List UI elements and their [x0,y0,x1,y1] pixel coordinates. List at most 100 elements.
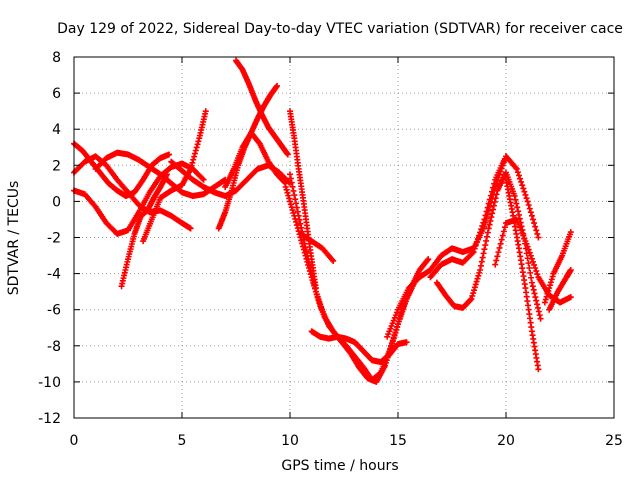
data-point [307,266,314,273]
data-point [513,200,520,207]
data-point [494,253,501,260]
data-point [424,257,431,264]
data-point [484,229,491,236]
data-point [480,219,487,226]
data-point [283,186,290,193]
data-point [293,204,300,211]
data-point [308,270,315,277]
data-point [469,292,476,299]
data-point [549,273,556,280]
x-tick-label: 10 [281,433,299,449]
data-point [484,204,491,211]
y-tick-label: -6 [47,303,61,319]
data-point [403,339,410,346]
data-point [534,271,541,278]
data-point [469,250,476,257]
data-point [530,286,537,293]
data-point [298,224,305,231]
data-point [541,299,548,306]
data-point [293,222,300,229]
data-point [282,183,289,190]
series-track-15 [297,230,337,264]
y-tick-label: -4 [47,267,61,283]
x-tick-label: 0 [70,433,79,449]
data-point [533,297,540,304]
data-point [519,182,526,189]
data-point [476,232,482,239]
data-point [199,175,206,182]
data-point [535,308,542,315]
data-point [471,245,478,252]
data-point [567,266,574,273]
data-point [425,256,432,263]
data-point [285,192,292,199]
y-tick-label: 0 [52,194,61,210]
data-point [528,212,535,219]
axis-ticks [73,56,615,419]
data-point [312,285,319,292]
data-point [500,228,507,235]
data-point [536,312,543,319]
data-point [295,212,302,219]
series-track-9 [233,57,291,158]
data-point [194,141,201,148]
data-point [499,232,506,239]
data-point [542,296,549,303]
series-track-17 [427,153,542,281]
data-point [528,279,535,286]
x-tick-label: 5 [178,433,187,449]
data-point [467,296,474,303]
data-point [477,262,484,269]
data-point [476,269,483,276]
data-point [515,211,522,218]
data-point [301,240,308,247]
data-point [187,165,194,172]
data-point [488,214,495,221]
data-point [488,188,495,195]
data-point [487,192,494,199]
data-point [497,240,504,247]
data-point [287,171,293,178]
data-point [292,196,299,203]
data-point [293,218,300,225]
data-point [297,220,304,227]
data-point [493,191,500,198]
data-point [293,200,300,207]
data-point [471,287,478,294]
data-point [479,222,486,229]
data-point [501,224,508,231]
data-point [305,256,312,263]
data-point [517,175,524,182]
data-point [474,235,481,242]
data-point [311,281,318,288]
data-point [470,290,477,297]
data-point [392,329,399,336]
data-point [294,208,301,215]
data-point [200,176,207,183]
data-point [391,332,398,339]
data-point [485,225,492,232]
data-point [528,274,535,281]
data-point [195,138,202,145]
data-point [524,243,531,250]
data-point [490,206,497,213]
series-track-10 [222,129,289,190]
data-point [481,246,488,253]
data-point [534,230,541,237]
series-track-22 [546,266,574,313]
data-point [515,172,522,179]
data-point [526,265,533,272]
data-point [526,205,533,212]
data-point [395,321,401,328]
data-point [473,239,480,246]
data-point [493,257,500,264]
series-track-8 [215,82,281,232]
data-point [544,290,551,297]
data-point [473,278,480,285]
data-point [490,202,497,209]
data-point [523,195,530,202]
data-point [531,290,538,297]
data-point [477,229,484,236]
series-track-13 [287,171,432,385]
data-point [390,335,397,342]
